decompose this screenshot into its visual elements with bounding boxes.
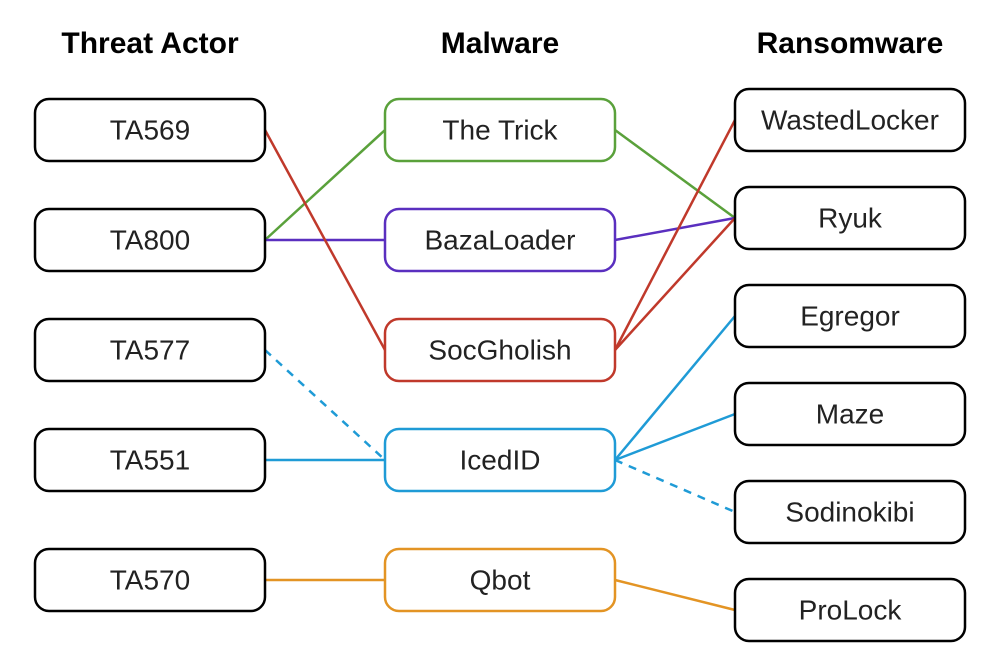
- node-label-ta570: TA570: [110, 564, 190, 595]
- edge-ta577-icedid: [265, 350, 385, 460]
- node-wastedlocker: WastedLocker: [735, 89, 965, 151]
- node-label-ta569: TA569: [110, 114, 190, 145]
- node-label-ta800: TA800: [110, 224, 190, 255]
- node-maze: Maze: [735, 383, 965, 445]
- edge-socgholish-wastedlocker: [615, 120, 735, 350]
- node-ta577: TA577: [35, 319, 265, 381]
- node-label-ta577: TA577: [110, 334, 190, 365]
- node-label-socgholish: SocGholish: [428, 334, 571, 365]
- node-sodinokibi: Sodinokibi: [735, 481, 965, 543]
- node-label-prolock: ProLock: [799, 594, 903, 625]
- node-label-wastedlocker: WastedLocker: [761, 104, 939, 135]
- node-ta569: TA569: [35, 99, 265, 161]
- node-label-ta551: TA551: [110, 444, 190, 475]
- node-prolock: ProLock: [735, 579, 965, 641]
- column-header-malware: Malware: [441, 27, 559, 60]
- column-header-threat_actor: Threat Actor: [61, 27, 239, 60]
- node-ta551: TA551: [35, 429, 265, 491]
- threat-actor-diagram: Threat Actor Malware Ransomware TA569 TA800 T…: [0, 0, 1000, 663]
- node-socgholish: SocGholish: [385, 319, 615, 381]
- node-ryuk: Ryuk: [735, 187, 965, 249]
- edge-thetrick-ryuk: [615, 130, 735, 218]
- node-ta800: TA800: [35, 209, 265, 271]
- edge-qbot-prolock: [615, 580, 735, 610]
- node-egregor: Egregor: [735, 285, 965, 347]
- node-label-ryuk: Ryuk: [818, 202, 883, 233]
- node-label-bazaloader: BazaLoader: [424, 224, 575, 255]
- node-icedid: IcedID: [385, 429, 615, 491]
- node-label-egregor: Egregor: [800, 300, 900, 331]
- node-label-qbot: Qbot: [470, 564, 531, 595]
- node-label-sodinokibi: Sodinokibi: [785, 496, 914, 527]
- node-ta570: TA570: [35, 549, 265, 611]
- edge-icedid-sodinokibi: [615, 460, 735, 512]
- node-label-thetrick: The Trick: [442, 114, 558, 145]
- node-label-icedid: IcedID: [460, 444, 541, 475]
- node-label-maze: Maze: [816, 398, 884, 429]
- edge-icedid-egregor: [615, 316, 735, 460]
- node-qbot: Qbot: [385, 549, 615, 611]
- node-thetrick: The Trick: [385, 99, 615, 161]
- node-bazaloader: BazaLoader: [385, 209, 615, 271]
- edge-ta800-thetrick: [265, 130, 385, 240]
- column-header-ransomware: Ransomware: [757, 27, 944, 60]
